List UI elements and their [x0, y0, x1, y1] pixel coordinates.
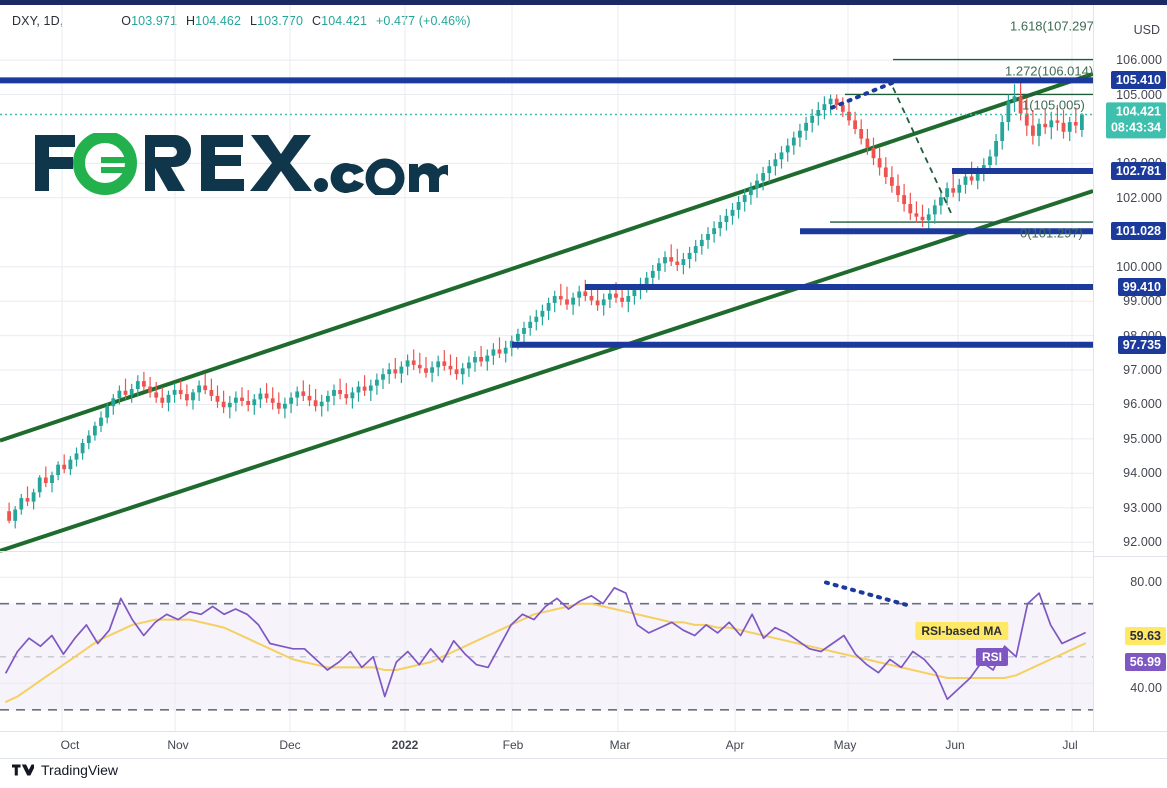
price-tick-106: 106.000: [1116, 53, 1162, 68]
fib-label: 0(101.297): [1020, 225, 1083, 241]
time-tick-2022: 2022: [391, 738, 419, 752]
price-axis[interactable]: USD 106.000105.000103.000102.000100.0009…: [1093, 5, 1167, 731]
price-chart-svg: [0, 5, 1093, 556]
current-price-chip[interactable]: 104.421 08:43:34: [1105, 102, 1166, 139]
price-tick-102: 102.000: [1116, 190, 1162, 205]
fib-label: 1.618(107.297): [1010, 18, 1093, 34]
time-tick-nov: Nov: [167, 738, 189, 752]
rsi-value-chip[interactable]: 56.99: [1124, 653, 1166, 672]
price-tick-100: 100.000: [1116, 259, 1162, 274]
price-tick-99: 99.000: [1123, 294, 1162, 309]
ohlc-high: H104.462: [186, 14, 242, 28]
time-axis[interactable]: Oct Nov Dec 2022 Feb Mar Apr May Jun Jul: [0, 731, 1167, 759]
tradingview-label: TradingView: [41, 762, 119, 778]
price-change: +0.477 (+0.46%): [376, 14, 471, 28]
rsi-tick-40: 40.00: [1130, 681, 1162, 696]
chart-legend: DXY, 1D, O103.971 H104.462 L103.770 C104…: [12, 12, 471, 30]
panel-divider: [0, 551, 1093, 552]
price-level-chip-4[interactable]: 97.735: [1117, 335, 1166, 354]
top-accent-bar: [0, 0, 1167, 5]
time-tick-mar: Mar: [609, 738, 631, 752]
ohlc-open: O103.971: [121, 14, 178, 28]
time-tick-jun: Jun: [945, 738, 965, 752]
symbol-label[interactable]: DXY, 1D,: [12, 14, 64, 28]
price-tick-95: 95.000: [1123, 431, 1162, 446]
rsi-legend-label: RSI: [975, 648, 1008, 667]
rsi-ma-legend-label: RSI-based MA: [915, 622, 1008, 641]
price-level-chip-2[interactable]: 101.028: [1110, 222, 1166, 241]
price-level-chip-3[interactable]: 99.410: [1117, 278, 1166, 297]
time-tick-dec: Dec: [279, 738, 301, 752]
price-level-chip-1[interactable]: 102.781: [1110, 161, 1166, 180]
price-tick-92: 92.000: [1123, 535, 1162, 550]
price-tick-105: 105.000: [1116, 87, 1162, 102]
time-tick-jul: Jul: [1062, 738, 1078, 752]
fib-label: 1.272(106.014): [1005, 63, 1093, 79]
time-tick-feb: Feb: [502, 738, 524, 752]
rsi-panel[interactable]: RSI-based MA RSI: [0, 556, 1093, 731]
axis-currency-label: USD: [1133, 23, 1160, 37]
price-tick-94: 94.000: [1123, 466, 1162, 481]
price-tick-96: 96.000: [1123, 397, 1162, 412]
fib-label: 1(105.005): [1022, 97, 1085, 113]
tradingview-icon: [12, 764, 34, 776]
time-tick-oct: Oct: [60, 738, 80, 752]
time-tick-may: May: [833, 738, 857, 752]
time-tick-apr: Apr: [725, 738, 745, 752]
rsi-tick-80: 80.00: [1130, 575, 1162, 590]
rsi-chart-svg: [0, 556, 1093, 731]
forex-com-watermark: [33, 133, 448, 195]
ohlc-low: L103.770: [250, 14, 303, 28]
tradingview-attribution[interactable]: TradingView: [12, 762, 118, 778]
price-panel[interactable]: 1.618(107.297) 1.272(106.014) 1(105.005) 0(…: [0, 5, 1093, 556]
ohlc-values: O103.971 H104.462 L103.770 C104.421: [121, 14, 367, 28]
price-tick-93: 93.000: [1123, 500, 1162, 515]
ohlc-close: C104.421: [312, 14, 368, 28]
rsi-ma-value-chip[interactable]: 59.63: [1124, 627, 1166, 646]
price-tick-97: 97.000: [1123, 363, 1162, 378]
forex-logo-mark: [35, 133, 448, 195]
price-level-chip-0[interactable]: 105.410: [1110, 71, 1166, 90]
